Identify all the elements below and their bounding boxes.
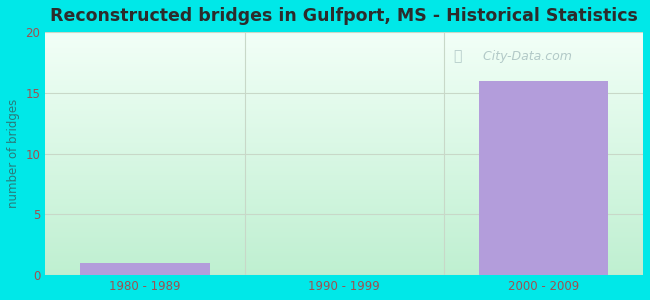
Title: Reconstructed bridges in Gulfport, MS - Historical Statistics: Reconstructed bridges in Gulfport, MS - …: [50, 7, 638, 25]
Text: City-Data.com: City-Data.com: [475, 50, 572, 63]
Text: ⓘ: ⓘ: [454, 50, 462, 63]
Y-axis label: number of bridges: number of bridges: [7, 99, 20, 208]
Bar: [478, 81, 608, 275]
Bar: [80, 263, 210, 275]
